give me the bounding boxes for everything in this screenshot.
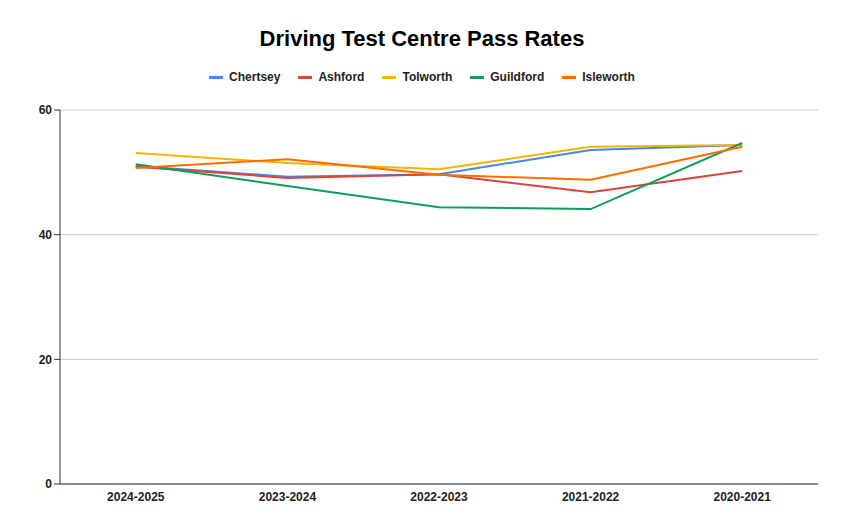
html-text:Chertsey: Chertsey — [229, 70, 281, 84]
html-text:Guildford: Guildford — [490, 70, 545, 84]
html-text:Ashford: Ashford — [318, 70, 365, 84]
svg-text:2022-2023: 2022-2023 — [410, 490, 468, 504]
html-text:Isleworth: Isleworth — [582, 70, 635, 84]
svg-text:2023-2024: 2023-2024 — [259, 490, 317, 504]
svg-text:60: 60 — [39, 103, 53, 117]
svg-text:2024-2025: 2024-2025 — [107, 490, 165, 504]
svg-text:2020-2021: 2020-2021 — [714, 490, 772, 504]
html-text:Driving Test Centre Pass Rates: Driving Test Centre Pass Rates — [259, 26, 585, 51]
svg-text:0: 0 — [45, 477, 52, 491]
svg-text:40: 40 — [39, 228, 53, 242]
svg-text:20: 20 — [39, 353, 53, 367]
html-text:Tolworth: Tolworth — [402, 70, 453, 84]
svg-text:2021-2022: 2021-2022 — [562, 490, 620, 504]
